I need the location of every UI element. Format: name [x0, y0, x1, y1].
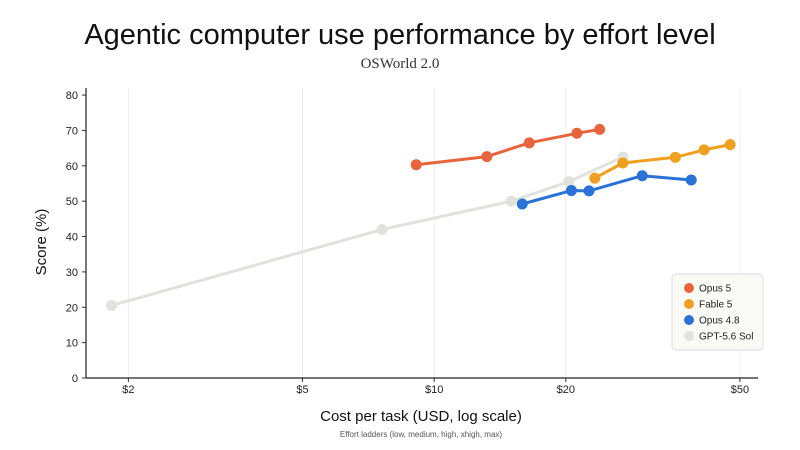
- chart-subtitle: OSWorld 2.0: [361, 56, 440, 72]
- y-tick-label: 80: [66, 90, 78, 102]
- legend-label-gpt-5-6-sol: GPT-5.6 Sol: [699, 332, 753, 343]
- y-tick-label: 40: [66, 232, 78, 244]
- legend-swatch-opus-4-8: [684, 315, 694, 325]
- x-tick-label: $2: [122, 384, 134, 396]
- series-gpt-5-6-sol: [106, 151, 629, 311]
- data-point-fable-5: [669, 151, 681, 163]
- y-tick-label: 20: [66, 302, 78, 314]
- data-point-opus-4-8: [636, 170, 648, 182]
- x-tick-label: $10: [425, 384, 443, 396]
- x-tick-label: $20: [557, 384, 575, 396]
- y-tick-label: 60: [66, 161, 78, 173]
- data-point-fable-5: [589, 172, 601, 184]
- y-tick-label: 30: [66, 267, 78, 279]
- y-tick-label: 0: [72, 373, 78, 385]
- legend-swatch-gpt-5-6-sol: [684, 331, 694, 341]
- data-point-opus-5: [571, 127, 583, 139]
- data-point-opus-5: [410, 159, 422, 171]
- legend-label-opus-4-8: Opus 4.8: [699, 316, 740, 327]
- grid: [127, 88, 741, 378]
- data-point-opus-4-8: [583, 185, 595, 197]
- series-opus-4-8: [516, 170, 697, 210]
- legend-swatch-fable-5: [684, 299, 694, 309]
- data-point-fable-5: [724, 139, 736, 151]
- data-point-opus-5: [481, 151, 493, 163]
- series-area: [106, 123, 736, 311]
- data-point-opus-4-8: [516, 198, 528, 210]
- y-tick-label: 50: [66, 196, 78, 208]
- data-point-fable-5: [617, 157, 629, 169]
- data-point-gpt-5-6-sol: [505, 195, 517, 207]
- series-opus-5: [410, 123, 606, 171]
- series-line-gpt-5-6-sol: [110, 155, 625, 307]
- data-point-gpt-5-6-sol: [563, 176, 575, 188]
- y-axis-label: Score (%): [33, 209, 50, 276]
- data-point-opus-5: [523, 137, 535, 149]
- x-tick-label: $5: [296, 384, 308, 396]
- data-point-gpt-5-6-sol: [376, 223, 388, 235]
- y-tick-label: 70: [66, 125, 78, 137]
- legend: Opus 5 Fable 5 Opus 4.8 GPT-5.6 Sol: [671, 273, 764, 351]
- data-point-gpt-5-6-sol: [106, 300, 118, 311]
- data-point-opus-4-8: [685, 174, 697, 186]
- chart-title: Agentic computer use performance by effo…: [84, 19, 715, 51]
- legend-box: [671, 273, 764, 351]
- series-fable-5: [589, 139, 736, 184]
- effort-note: Effort ladders (low, medium, high, xhigh…: [340, 430, 502, 439]
- legend-label-opus-5: Opus 5: [699, 284, 732, 295]
- axes: $2 $5 $10 $20 $50 0 10 20 30 40 50 60 70 80: [66, 88, 758, 396]
- x-tick-label: $50: [731, 384, 749, 396]
- data-point-opus-5: [594, 123, 606, 135]
- y-tick-label: 10: [66, 338, 78, 350]
- x-axis-label: Cost per task (USD, log scale): [320, 408, 522, 425]
- legend-label-fable-5: Fable 5: [699, 300, 733, 311]
- data-point-opus-4-8: [565, 185, 577, 197]
- data-point-fable-5: [698, 144, 710, 156]
- legend-swatch-opus-5: [684, 283, 694, 293]
